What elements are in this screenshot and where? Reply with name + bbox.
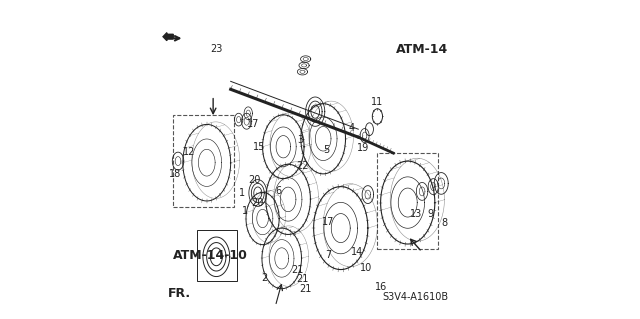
Text: 16: 16 (374, 282, 387, 292)
Text: ATM-14: ATM-14 (396, 43, 448, 56)
Text: 2: 2 (261, 272, 268, 283)
Text: 11: 11 (371, 97, 383, 107)
Text: 10: 10 (360, 263, 372, 273)
Text: 9: 9 (427, 209, 433, 219)
Text: 4: 4 (349, 122, 355, 133)
Text: 5: 5 (323, 145, 330, 155)
Text: 23: 23 (210, 44, 223, 55)
Text: 8: 8 (442, 218, 447, 228)
Text: 21: 21 (296, 274, 308, 284)
Text: 22: 22 (296, 161, 308, 171)
Text: 1: 1 (242, 205, 248, 216)
Text: 20: 20 (252, 197, 264, 208)
Text: 1: 1 (239, 188, 245, 198)
Text: 20: 20 (248, 175, 260, 185)
Text: S3V4-A1610B: S3V4-A1610B (383, 292, 449, 302)
Text: FR.: FR. (168, 287, 191, 300)
Text: 17: 17 (322, 217, 334, 227)
Text: 6: 6 (275, 186, 282, 197)
Text: 14: 14 (351, 247, 363, 257)
Text: 21: 21 (291, 264, 304, 275)
Text: 7: 7 (325, 250, 331, 260)
Text: 15: 15 (253, 142, 266, 152)
FancyArrow shape (163, 33, 173, 41)
Text: ATM-14-10: ATM-14-10 (173, 249, 248, 262)
Text: 21: 21 (300, 284, 312, 294)
Text: 19: 19 (357, 143, 369, 153)
Text: 12: 12 (183, 146, 195, 157)
Text: 18: 18 (169, 169, 181, 179)
Text: 13: 13 (410, 209, 422, 219)
Text: 17: 17 (247, 119, 259, 130)
Text: 3: 3 (298, 135, 304, 145)
